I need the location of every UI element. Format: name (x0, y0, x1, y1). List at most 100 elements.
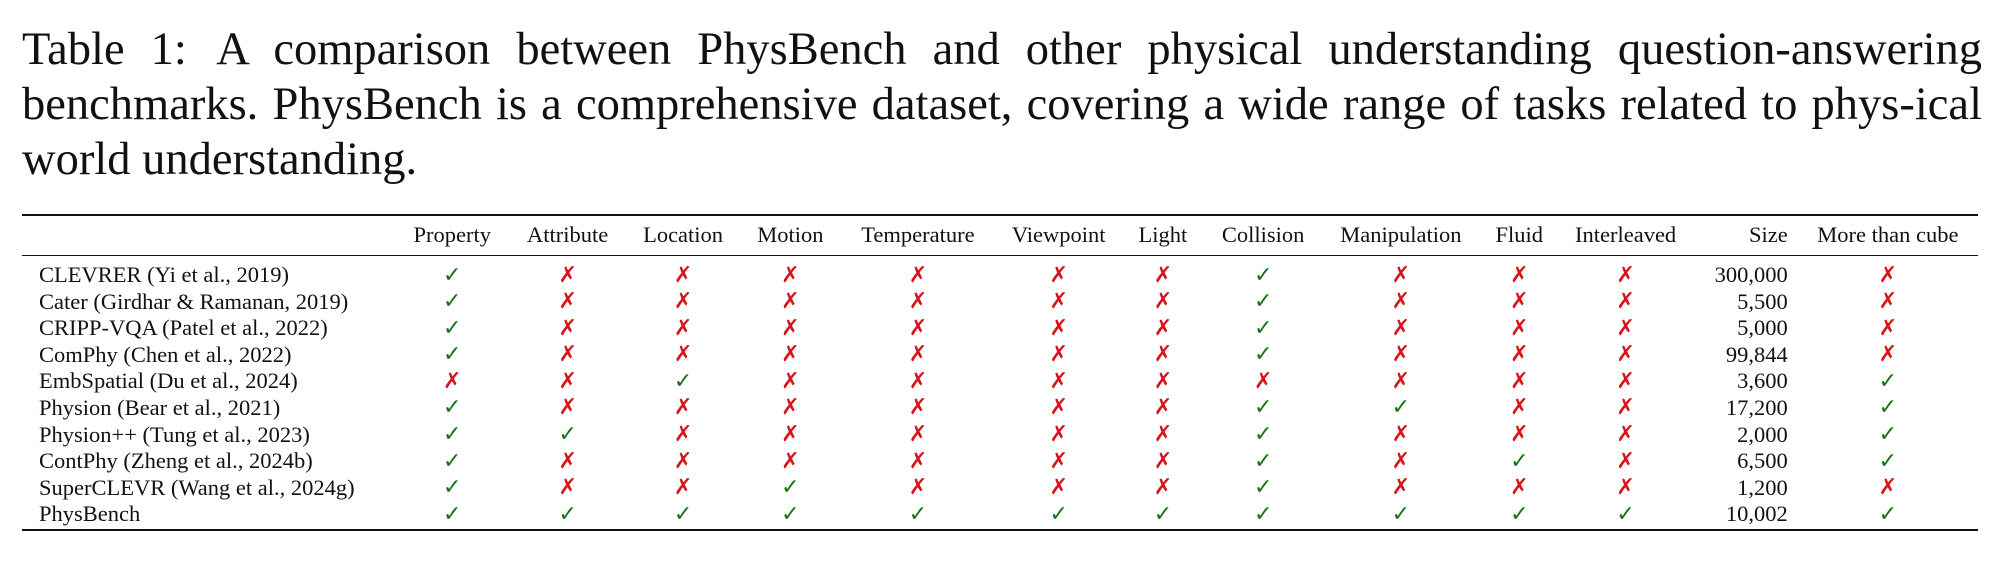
cell-temperature: ✓ (840, 501, 996, 531)
cell-location: ✗ (625, 255, 740, 288)
cell-manipulation: ✗ (1322, 315, 1480, 342)
cell-more-than-cube: ✓ (1798, 394, 1978, 421)
cross-icon: ✗ (558, 395, 577, 421)
table-row: Physion++ (Tung et al., 2023) ✓ ✓ ✗ ✗ ✗ ✗ ✗ ✓ ✗ ✗ ✗… (22, 421, 1978, 448)
cell-motion: ✓ (741, 501, 840, 531)
cross-icon: ✗ (1510, 262, 1529, 288)
table-body: CLEVRER (Yi et al., 2019) ✓ ✗ ✗ ✗ ✗ ✗ ✗ ✓ ✗ ✗ ✗ 300,… (22, 255, 1978, 530)
cross-icon: ✗ (1510, 475, 1529, 501)
checkmark-icon: ✓ (443, 475, 462, 501)
cross-icon: ✗ (1391, 422, 1411, 448)
checkmark-icon: ✓ (443, 422, 462, 448)
cross-icon: ✗ (1616, 368, 1635, 394)
checkmark-icon: ✓ (558, 501, 577, 527)
cell-location: ✗ (625, 315, 740, 342)
cell-light: ✗ (1121, 421, 1204, 448)
cell-interleaved: ✓ (1559, 501, 1693, 531)
cell-collision: ✓ (1204, 474, 1321, 501)
cell-interleaved: ✗ (1559, 368, 1693, 395)
checkmark-icon: ✓ (443, 448, 462, 474)
cross-icon: ✗ (673, 395, 693, 421)
table-row: ComPhy (Chen et al., 2022) ✓ ✗ ✗ ✗ ✗ ✗ ✗ ✓ ✗ ✗ ✗ 99,… (22, 341, 1978, 368)
cell-collision: ✓ (1204, 255, 1321, 288)
cell-fluid: ✗ (1480, 368, 1559, 395)
cell-size: 3,600 (1737, 368, 1788, 394)
cell-light: ✗ (1121, 394, 1204, 421)
column-header-collision: Collision (1204, 215, 1322, 256)
benchmark-name-cell: PhysBench (39, 501, 141, 527)
cross-icon: ✗ (1878, 289, 1898, 315)
cross-icon: ✗ (1616, 448, 1635, 474)
cross-icon: ✗ (1153, 368, 1173, 394)
cell-fluid: ✗ (1480, 255, 1559, 288)
cell-attribute: ✗ (510, 368, 625, 395)
cell-motion: ✗ (741, 341, 840, 368)
cell-collision: ✗ (1204, 368, 1321, 395)
table-row: Physion (Bear et al., 2021) ✓ ✗ ✗ ✗ ✗ ✗ ✗ ✓ ✓ ✗ ✗ 17… (22, 394, 1978, 421)
cell-temperature: ✗ (840, 288, 996, 315)
cell-more-than-cube: ✓ (1798, 501, 1978, 531)
cross-icon: ✗ (908, 289, 928, 315)
cell-fluid: ✗ (1480, 394, 1559, 421)
cell-viewpoint: ✗ (996, 368, 1122, 395)
cross-icon: ✗ (558, 368, 577, 394)
cell-motion: ✗ (741, 448, 840, 475)
cell-size: 5,000 (1737, 315, 1788, 341)
cross-icon: ✗ (781, 262, 800, 288)
cross-icon: ✗ (1878, 475, 1898, 501)
cross-icon: ✗ (1153, 289, 1173, 315)
checkmark-icon: ✓ (443, 395, 462, 421)
cell-motion: ✗ (741, 315, 840, 342)
cell-interleaved: ✗ (1559, 474, 1693, 501)
cell-light: ✗ (1121, 288, 1204, 315)
cross-icon: ✗ (1153, 475, 1173, 501)
cell-size: 1,200 (1737, 474, 1788, 500)
checkmark-icon: ✓ (1878, 368, 1898, 394)
cross-icon: ✗ (1153, 395, 1173, 421)
cell-temperature: ✗ (840, 474, 996, 501)
checkmark-icon: ✓ (1391, 395, 1411, 421)
cell-motion: ✗ (741, 288, 840, 315)
cell-property: ✓ (395, 394, 510, 421)
checkmark-icon: ✓ (558, 422, 577, 448)
checkmark-icon: ✓ (443, 315, 462, 341)
cell-attribute: ✗ (510, 394, 625, 421)
cell-fluid: ✗ (1480, 421, 1559, 448)
cross-icon: ✗ (1391, 448, 1411, 474)
column-header-name (22, 215, 395, 256)
checkmark-icon: ✓ (1510, 501, 1529, 527)
cell-size: 2,000 (1737, 421, 1788, 447)
cross-icon: ✗ (1153, 262, 1173, 288)
cross-icon: ✗ (558, 342, 577, 368)
cell-interleaved: ✗ (1559, 288, 1693, 315)
cell-motion: ✓ (741, 474, 840, 501)
cell-more-than-cube: ✗ (1798, 288, 1978, 315)
cross-icon: ✗ (673, 342, 693, 368)
cross-icon: ✗ (1391, 289, 1411, 315)
cell-attribute: ✗ (510, 448, 625, 475)
column-header-fluid: Fluid (1479, 215, 1559, 256)
cell-collision: ✓ (1204, 421, 1321, 448)
table-caption: Table 1: A comparison between PhysBench … (22, 22, 1982, 187)
cell-attribute: ✗ (510, 474, 625, 501)
cross-icon: ✗ (908, 448, 928, 474)
cell-fluid: ✗ (1480, 288, 1559, 315)
cross-icon: ✗ (1391, 315, 1411, 341)
checkmark-icon: ✓ (443, 501, 462, 527)
cross-icon: ✗ (1049, 475, 1068, 501)
cell-temperature: ✗ (840, 421, 996, 448)
cell-fluid: ✓ (1480, 448, 1559, 475)
checkmark-icon: ✓ (1253, 448, 1273, 474)
cross-icon: ✗ (1153, 422, 1173, 448)
cell-location: ✗ (625, 288, 740, 315)
checkmark-icon: ✓ (1878, 422, 1898, 448)
cross-icon: ✗ (908, 262, 928, 288)
cross-icon: ✗ (1616, 395, 1635, 421)
cross-icon: ✗ (908, 475, 928, 501)
cell-manipulation: ✓ (1322, 394, 1480, 421)
table-row: CLEVRER (Yi et al., 2019) ✓ ✗ ✗ ✗ ✗ ✗ ✗ ✓ ✗ ✗ ✗ 300,… (22, 255, 1978, 288)
cross-icon: ✗ (558, 289, 577, 315)
cell-light: ✗ (1121, 255, 1204, 288)
cell-manipulation: ✗ (1322, 474, 1480, 501)
column-header-more-than-cube: More than cube (1797, 215, 1978, 256)
